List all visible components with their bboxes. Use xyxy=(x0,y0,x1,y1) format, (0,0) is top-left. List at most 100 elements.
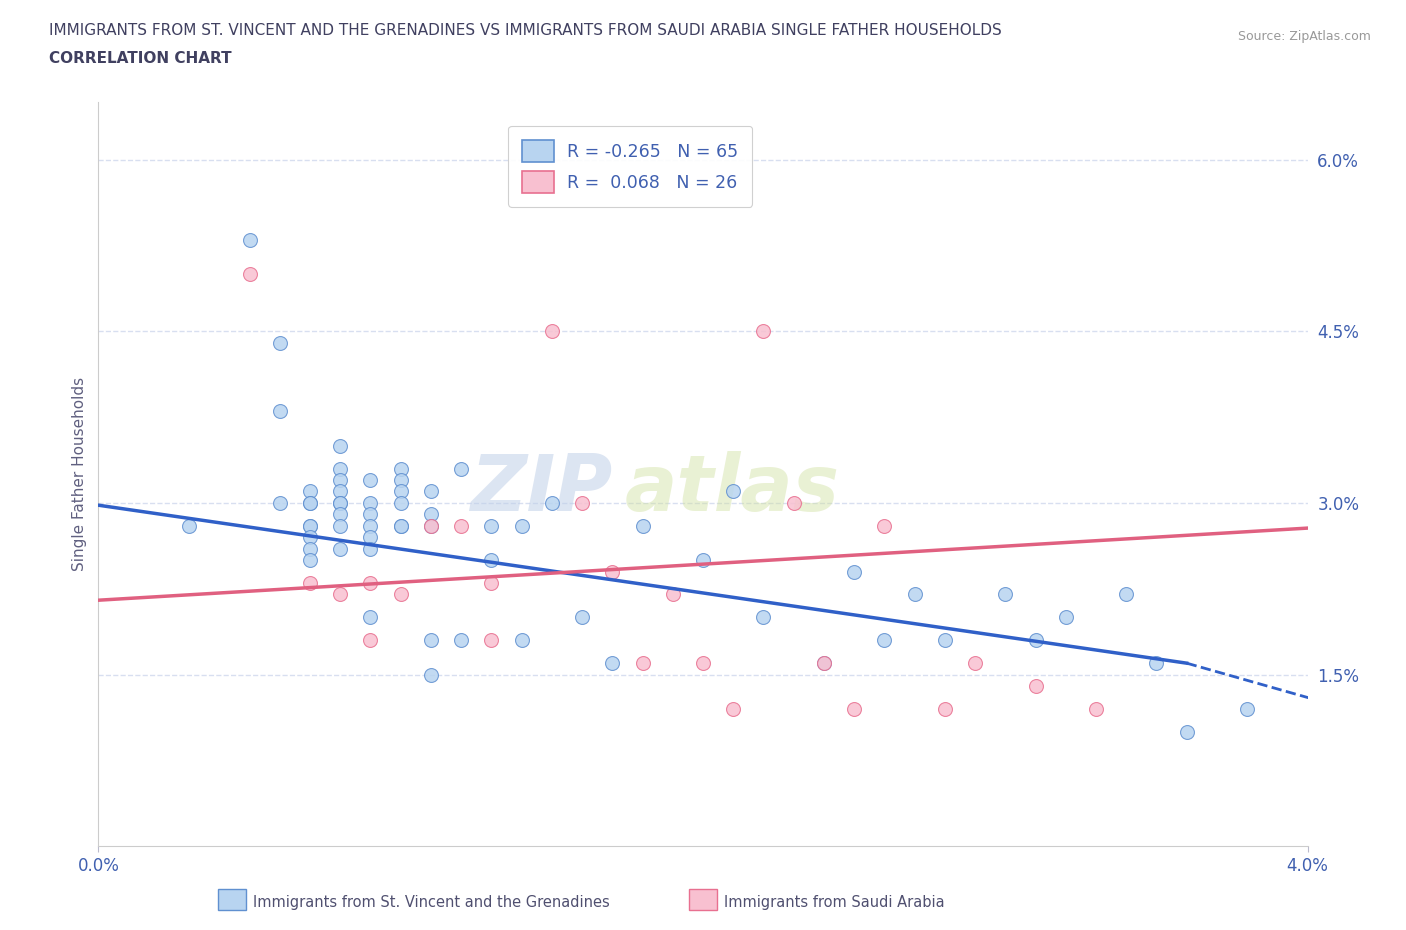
Point xyxy=(844,701,866,716)
Point xyxy=(1146,656,1168,671)
Point xyxy=(481,518,503,533)
Point xyxy=(269,496,291,511)
Point xyxy=(329,507,352,522)
Point xyxy=(752,324,775,339)
Point xyxy=(299,496,322,511)
Point xyxy=(1025,679,1047,694)
Point xyxy=(299,484,322,498)
Point xyxy=(934,632,956,647)
Point xyxy=(661,587,683,602)
Point xyxy=(1054,610,1077,625)
Point xyxy=(329,496,352,511)
Point xyxy=(481,576,503,591)
Point xyxy=(329,472,352,487)
Point xyxy=(752,610,775,625)
Point xyxy=(389,587,412,602)
Point xyxy=(420,518,443,533)
Point xyxy=(239,267,262,282)
Point xyxy=(540,324,562,339)
Point xyxy=(360,518,382,533)
Point xyxy=(420,484,443,498)
Point xyxy=(299,552,322,567)
Point xyxy=(571,610,593,625)
Point xyxy=(329,484,352,498)
Point xyxy=(329,541,352,556)
Legend: R = -0.265   N = 65, R =  0.068   N = 26: R = -0.265 N = 65, R = 0.068 N = 26 xyxy=(509,126,752,207)
Point xyxy=(269,335,291,350)
Point xyxy=(602,565,624,579)
Point xyxy=(571,496,593,511)
Text: CORRELATION CHART: CORRELATION CHART xyxy=(49,51,232,66)
Point xyxy=(329,461,352,476)
Point xyxy=(239,232,262,247)
Point xyxy=(481,552,503,567)
Point xyxy=(389,472,412,487)
Point xyxy=(299,530,322,545)
Point xyxy=(844,565,866,579)
Point xyxy=(481,632,503,647)
Point xyxy=(389,518,412,533)
Text: Source: ZipAtlas.com: Source: ZipAtlas.com xyxy=(1237,30,1371,43)
Point xyxy=(1025,632,1047,647)
Text: Immigrants from Saudi Arabia: Immigrants from Saudi Arabia xyxy=(724,895,945,910)
Point xyxy=(631,518,654,533)
Point xyxy=(1236,701,1258,716)
Point xyxy=(420,667,443,682)
Point xyxy=(873,632,896,647)
Point xyxy=(904,587,927,602)
Point xyxy=(783,496,806,511)
Point xyxy=(1085,701,1108,716)
Point xyxy=(299,496,322,511)
Point xyxy=(299,541,322,556)
Text: IMMIGRANTS FROM ST. VINCENT AND THE GRENADINES VS IMMIGRANTS FROM SAUDI ARABIA S: IMMIGRANTS FROM ST. VINCENT AND THE GREN… xyxy=(49,23,1002,38)
Point xyxy=(1175,724,1198,739)
Point xyxy=(299,518,322,533)
Point xyxy=(873,518,896,533)
Point xyxy=(360,496,382,511)
Text: Immigrants from St. Vincent and the Grenadines: Immigrants from St. Vincent and the Gren… xyxy=(253,895,610,910)
Point xyxy=(269,404,291,418)
Point xyxy=(450,518,472,533)
Point xyxy=(360,576,382,591)
Point xyxy=(389,484,412,498)
Point xyxy=(723,701,745,716)
Point xyxy=(299,576,322,591)
Point xyxy=(299,518,322,533)
Point xyxy=(510,518,533,533)
Point xyxy=(360,507,382,522)
Point xyxy=(179,518,201,533)
Point xyxy=(360,530,382,545)
Point xyxy=(994,587,1017,602)
Point xyxy=(329,587,352,602)
Point xyxy=(934,701,956,716)
Point xyxy=(389,518,412,533)
Point xyxy=(540,496,562,511)
Point xyxy=(450,632,472,647)
Point xyxy=(692,552,714,567)
Point xyxy=(510,632,533,647)
Point xyxy=(329,438,352,453)
Point xyxy=(329,518,352,533)
Point xyxy=(360,610,382,625)
Point xyxy=(360,541,382,556)
Point xyxy=(723,484,745,498)
Point xyxy=(420,632,443,647)
Point xyxy=(450,461,472,476)
Point xyxy=(965,656,987,671)
Point xyxy=(329,496,352,511)
Text: atlas: atlas xyxy=(624,451,839,527)
Point xyxy=(813,656,835,671)
Point xyxy=(360,632,382,647)
Point xyxy=(420,518,443,533)
Point xyxy=(360,472,382,487)
Point xyxy=(631,656,654,671)
Point xyxy=(602,656,624,671)
Point xyxy=(813,656,835,671)
Point xyxy=(420,507,443,522)
Point xyxy=(389,496,412,511)
Text: ZIP: ZIP xyxy=(470,451,613,527)
Point xyxy=(1115,587,1137,602)
Point xyxy=(692,656,714,671)
Y-axis label: Single Father Households: Single Father Households xyxy=(72,378,87,571)
Point xyxy=(389,461,412,476)
